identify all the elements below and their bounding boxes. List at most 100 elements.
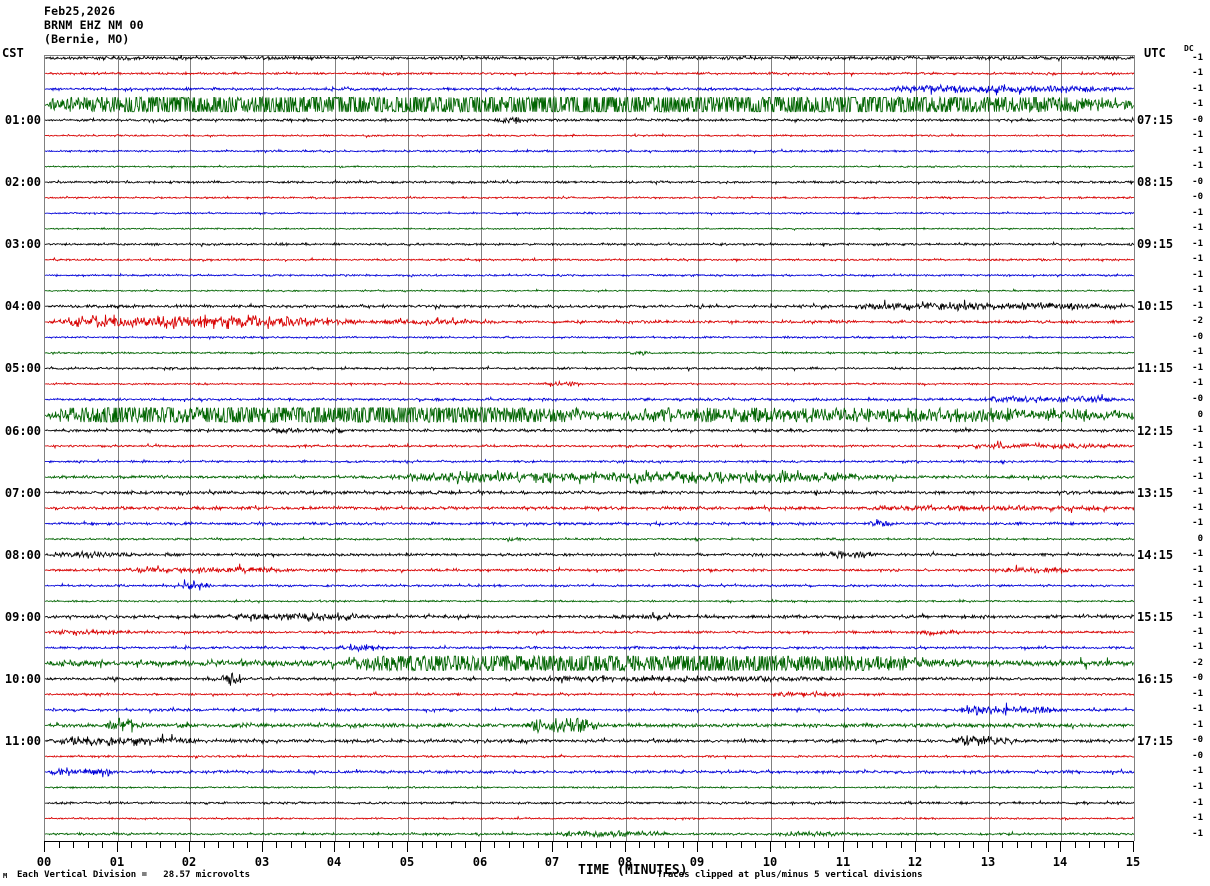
x-tick-minor: [102, 841, 103, 848]
x-tick-minor: [973, 841, 974, 848]
x-tick-minor: [930, 841, 931, 848]
dc-value: -0: [1192, 750, 1203, 761]
seismic-trace: [45, 351, 1134, 355]
dc-value: -1: [1192, 549, 1203, 560]
dc-value: -1: [1192, 828, 1203, 839]
dc-value: -2: [1192, 657, 1203, 668]
dc-value: -1: [1192, 502, 1203, 513]
seismic-trace: [45, 644, 1134, 651]
seismic-trace: [45, 289, 1134, 292]
seismic-trace: [45, 579, 1134, 590]
x-tick-minor: [349, 841, 350, 848]
left-time-label: 05:00: [4, 361, 41, 376]
seismic-trace: [45, 258, 1134, 261]
seismic-trace: [45, 786, 1134, 789]
seismic-trace: [45, 817, 1134, 820]
x-tick-minor: [247, 841, 248, 848]
x-tick-minor: [886, 841, 887, 848]
x-tick-minor: [901, 841, 902, 848]
x-tick-minor: [363, 841, 364, 848]
x-tick-minor: [59, 841, 60, 848]
seismic-trace: [45, 656, 1134, 670]
x-axis-ticks: [44, 841, 1134, 857]
x-tick-minor: [436, 841, 437, 848]
x-tick-label: 13: [980, 855, 996, 869]
x-tick-label: 15: [1125, 855, 1141, 869]
left-time-label: 04:00: [4, 299, 41, 314]
right-time-label: 15:15: [1137, 609, 1174, 624]
seismic-trace: [45, 718, 1134, 732]
seismic-trace: [45, 801, 1134, 805]
dc-column-label: DC: [1184, 44, 1194, 53]
gridline-minute: [263, 55, 264, 841]
x-tick-label: 07: [544, 855, 560, 869]
dc-value: -2: [1192, 316, 1203, 327]
seismic-trace: [45, 274, 1134, 277]
seismic-trace: [45, 149, 1134, 153]
x-tick-major: [407, 841, 408, 852]
x-tick-minor: [451, 841, 452, 848]
x-tick-minor: [291, 841, 292, 848]
dc-value: -1: [1192, 719, 1203, 730]
seismic-trace: [45, 612, 1134, 622]
gridline-minute: [1061, 55, 1062, 841]
x-tick-minor: [204, 841, 205, 848]
dc-value: -1: [1192, 642, 1203, 653]
dc-value: -1: [1192, 518, 1203, 529]
dc-value: -1: [1192, 145, 1203, 156]
right-time-label: 11:15: [1137, 361, 1174, 376]
x-tick-minor: [320, 841, 321, 848]
seismic-traces: [45, 55, 1134, 841]
x-tick-minor: [1118, 841, 1119, 848]
seismic-trace: [45, 196, 1134, 199]
x-tick-label: 00: [36, 855, 52, 869]
seismic-trace: [45, 630, 1134, 636]
seismic-trace: [45, 490, 1134, 496]
seismic-trace: [45, 228, 1134, 231]
x-tick-label: 06: [472, 855, 488, 869]
vertical-division-note: Each Vertical Division = 28.57 microvolt…: [17, 870, 250, 880]
x-tick-label: 10: [762, 855, 778, 869]
gridline-minute: [989, 55, 990, 841]
dc-value: -1: [1192, 347, 1203, 358]
right-timezone-label: UTC: [1144, 46, 1166, 60]
x-tick-minor: [1089, 841, 1090, 848]
x-tick-label: 03: [254, 855, 270, 869]
dc-value: -0: [1192, 114, 1203, 125]
dc-value: -1: [1192, 223, 1203, 234]
dc-value: -1: [1192, 456, 1203, 466]
right-time-label: 13:15: [1137, 485, 1174, 500]
seismic-trace: [45, 755, 1134, 759]
gridline-minute: [844, 55, 845, 841]
x-tick-minor: [73, 841, 74, 848]
right-time-label: 08:15: [1137, 175, 1174, 190]
x-tick-minor: [146, 841, 147, 848]
dc-value: -1: [1192, 704, 1203, 715]
dc-value: 0: [1197, 409, 1203, 420]
gridline-minute: [408, 55, 409, 841]
dc-value: -1: [1192, 781, 1203, 792]
x-tick-minor: [944, 841, 945, 848]
dc-value: -1: [1192, 611, 1203, 622]
left-time-label: 06:00: [4, 423, 41, 438]
seismic-trace: [45, 505, 1134, 513]
x-tick-minor: [683, 841, 684, 848]
seismic-trace: [45, 673, 1134, 686]
x-tick-minor: [610, 841, 611, 848]
right-time-label: 10:15: [1137, 299, 1174, 314]
right-time-label: 12:15: [1137, 423, 1174, 438]
x-tick-minor: [1017, 841, 1018, 848]
header-station-location: (Bernie, MO): [44, 32, 130, 46]
x-tick-major: [625, 841, 626, 852]
x-tick-major: [117, 841, 118, 852]
dc-value: -1: [1192, 254, 1203, 265]
x-tick-major: [480, 841, 481, 852]
seismic-trace: [45, 165, 1134, 168]
seismogram-plot-area: [44, 55, 1135, 841]
left-timezone-label: CST: [2, 46, 24, 60]
magnitude-marker-icon: M: [3, 872, 8, 880]
dc-value: -1: [1192, 269, 1203, 280]
right-time-label: 16:15: [1137, 671, 1174, 686]
x-tick-major: [1133, 841, 1134, 852]
seismic-trace: [45, 734, 1134, 746]
